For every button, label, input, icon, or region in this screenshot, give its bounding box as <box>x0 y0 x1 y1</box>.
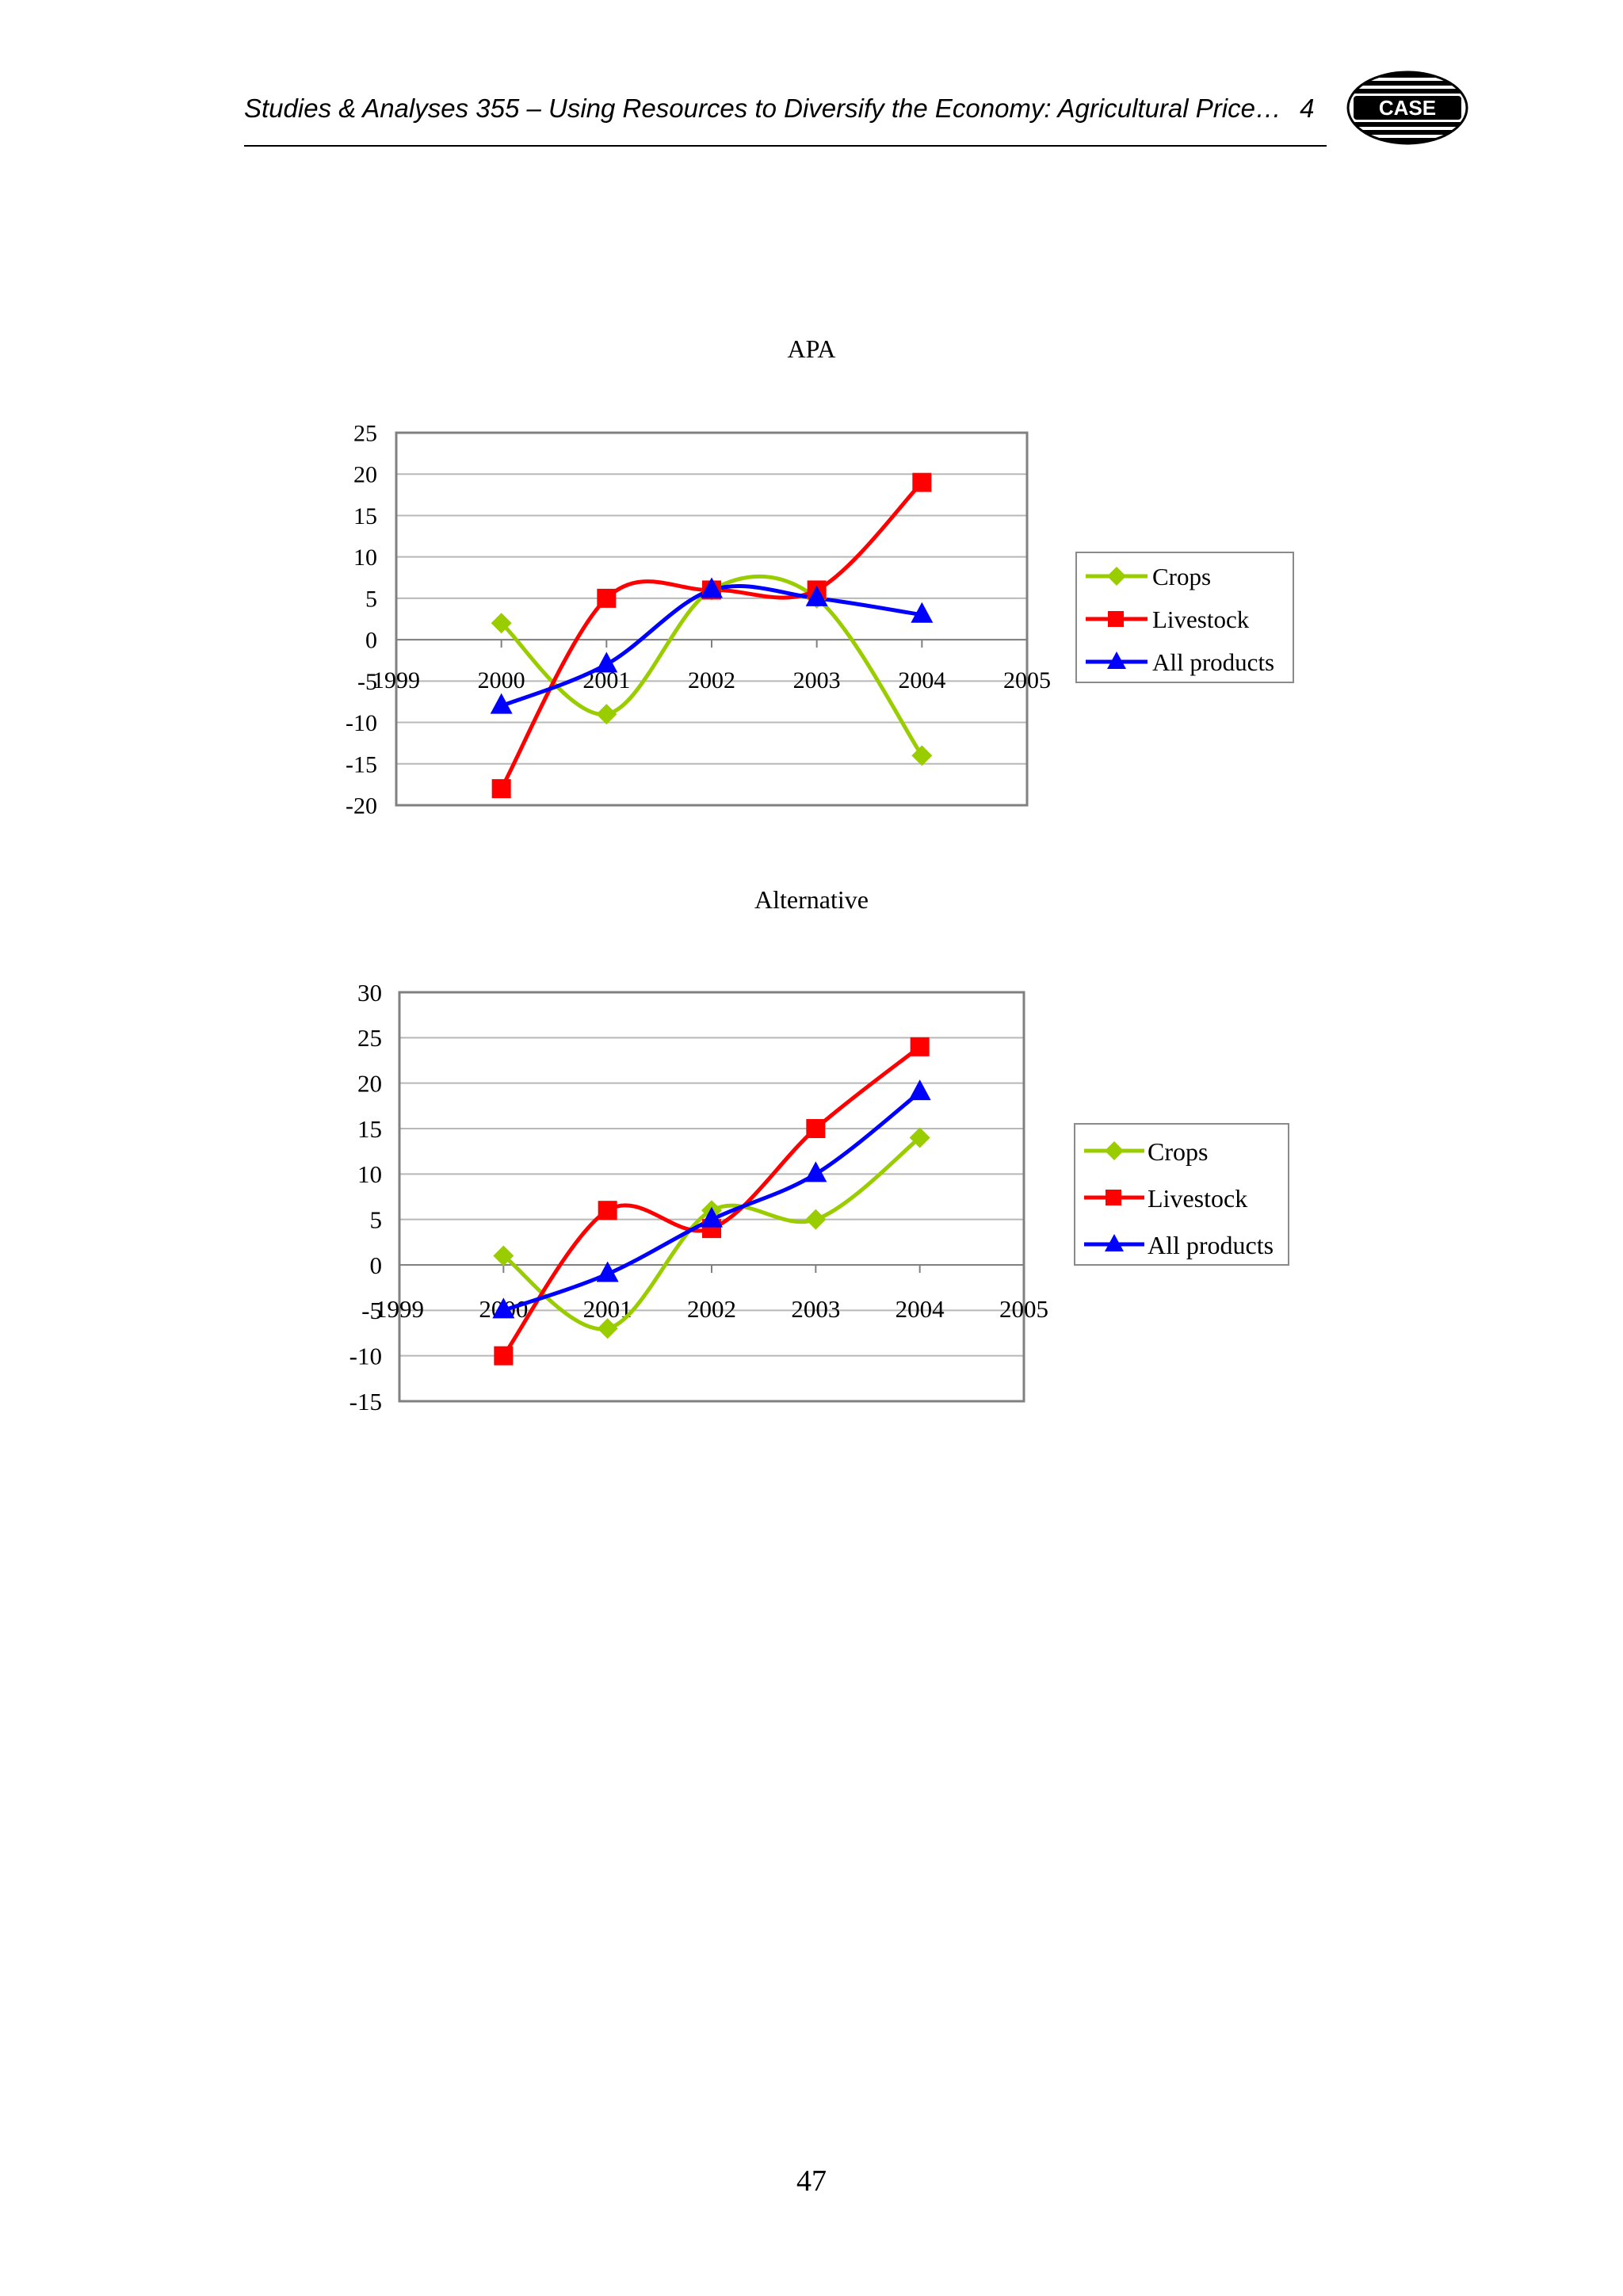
plot-frame <box>398 991 1025 1403</box>
legend-label-all-products: All products <box>1152 648 1274 676</box>
data-point-livestock <box>597 588 617 608</box>
y-tick-label: 20 <box>353 462 377 488</box>
legend-label-crops: Crops <box>1152 563 1211 590</box>
legend-label-crops: Crops <box>1148 1137 1208 1166</box>
y-tick-label: 30 <box>357 979 382 1007</box>
header-title: Studies & Analyses 355 – Using Resources… <box>244 94 1281 123</box>
data-point-livestock <box>494 1346 514 1366</box>
data-point-all-products <box>911 602 934 623</box>
page-number: 47 <box>796 2164 827 2198</box>
data-point-crops <box>493 1245 514 1266</box>
plot-frame <box>395 431 1029 807</box>
y-tick-label: -10 <box>349 1343 382 1370</box>
x-tick-label: 1999 <box>375 1295 424 1323</box>
legend-marker-crops <box>1105 1141 1124 1160</box>
legend-item-livestock: Livestock <box>1086 606 1250 633</box>
apa-legend: Crops Livestock All products <box>1075 552 1294 683</box>
running-header: Studies & Analyses 355 – Using Resources… <box>244 94 1314 124</box>
legend-label-livestock: Livestock <box>1152 606 1250 633</box>
y-tick-label: 20 <box>357 1070 382 1098</box>
x-tick-label: 2004 <box>898 667 945 693</box>
legend-item-crops: Crops <box>1084 1137 1208 1166</box>
data-point-crops <box>491 613 512 634</box>
legend-item-all-products: All products <box>1084 1231 1274 1259</box>
data-point-crops <box>909 1127 930 1148</box>
y-tick-label: 15 <box>357 1115 382 1143</box>
data-point-all-products <box>804 1161 827 1182</box>
y-tick-label: -15 <box>346 751 377 777</box>
header-trailing-char: 4 <box>1300 94 1315 123</box>
case-logo: CASE <box>1346 71 1468 145</box>
header-rule <box>244 145 1327 147</box>
y-tick-label: 10 <box>353 544 377 571</box>
data-point-crops <box>596 704 617 725</box>
legend-item-livestock: Livestock <box>1084 1184 1247 1213</box>
plot-background <box>399 992 1024 1401</box>
data-point-all-products <box>805 585 828 606</box>
x-tick-label: 2000 <box>478 667 525 693</box>
data-point-all-products <box>596 1261 619 1282</box>
legend-label-all-products: All products <box>1148 1231 1274 1259</box>
data-point-all-products <box>595 651 618 673</box>
y-tick-label: 0 <box>370 1251 383 1279</box>
legend-marker-all-products <box>1107 651 1126 669</box>
y-tick-label: -5 <box>357 669 377 695</box>
data-point-all-products <box>490 693 513 714</box>
data-point-all-products <box>908 1079 931 1101</box>
legend-marker-crops <box>1107 567 1126 586</box>
logo-text: CASE <box>1379 96 1436 120</box>
y-tick-label: -10 <box>346 710 377 736</box>
data-point-crops <box>805 1209 827 1230</box>
data-point-livestock <box>910 1037 930 1056</box>
legend-marker-all-products <box>1105 1234 1124 1251</box>
y-tick-label: -15 <box>349 1388 382 1415</box>
alternative-legend: Crops Livestock All products <box>1074 1123 1289 1266</box>
chart-title: Alternative <box>754 885 869 914</box>
plot-background <box>396 433 1027 805</box>
y-tick-label: 25 <box>353 421 377 447</box>
legend-item-all-products: All products <box>1086 648 1274 676</box>
x-tick-label: 2003 <box>793 667 841 693</box>
data-point-livestock <box>806 1119 826 1138</box>
y-tick-label: 5 <box>370 1206 383 1234</box>
y-tick-label: 25 <box>357 1024 382 1052</box>
x-tick-label: 1999 <box>372 667 420 693</box>
data-point-livestock <box>491 779 511 799</box>
data-point-livestock <box>912 472 932 492</box>
data-point-livestock <box>598 1201 617 1221</box>
x-tick-label: 2003 <box>791 1295 840 1323</box>
y-tick-label: 10 <box>357 1160 382 1188</box>
x-tick-label: 2005 <box>999 1295 1048 1323</box>
legend-marker-livestock <box>1108 611 1124 627</box>
y-tick-label: -5 <box>361 1297 382 1324</box>
data-point-all-products <box>492 1297 515 1319</box>
data-point-crops <box>911 745 933 766</box>
alternative-plot-area: 302520151050-5-10-1519992000200120022003… <box>349 979 1048 1415</box>
y-tick-label: 15 <box>353 503 377 529</box>
data-point-all-products <box>701 577 723 598</box>
y-tick-label: 0 <box>365 628 377 654</box>
data-point-crops <box>597 1318 618 1339</box>
data-point-all-products <box>701 1206 723 1228</box>
legend-marker-livestock <box>1106 1190 1121 1205</box>
x-tick-label: 2002 <box>687 1295 736 1323</box>
x-tick-label: 2004 <box>896 1295 945 1323</box>
chart-title: APA <box>787 334 835 363</box>
y-tick-label: 5 <box>365 586 377 612</box>
y-tick-label: -20 <box>346 793 377 819</box>
x-tick-label: 2002 <box>688 667 735 693</box>
x-tick-label: 2005 <box>1003 667 1051 693</box>
alternative-chart: Alternative 302520151050-5-10-1519992000… <box>349 885 1289 1415</box>
legend-label-livestock: Livestock <box>1148 1184 1247 1213</box>
legend-item-crops: Crops <box>1086 563 1211 590</box>
